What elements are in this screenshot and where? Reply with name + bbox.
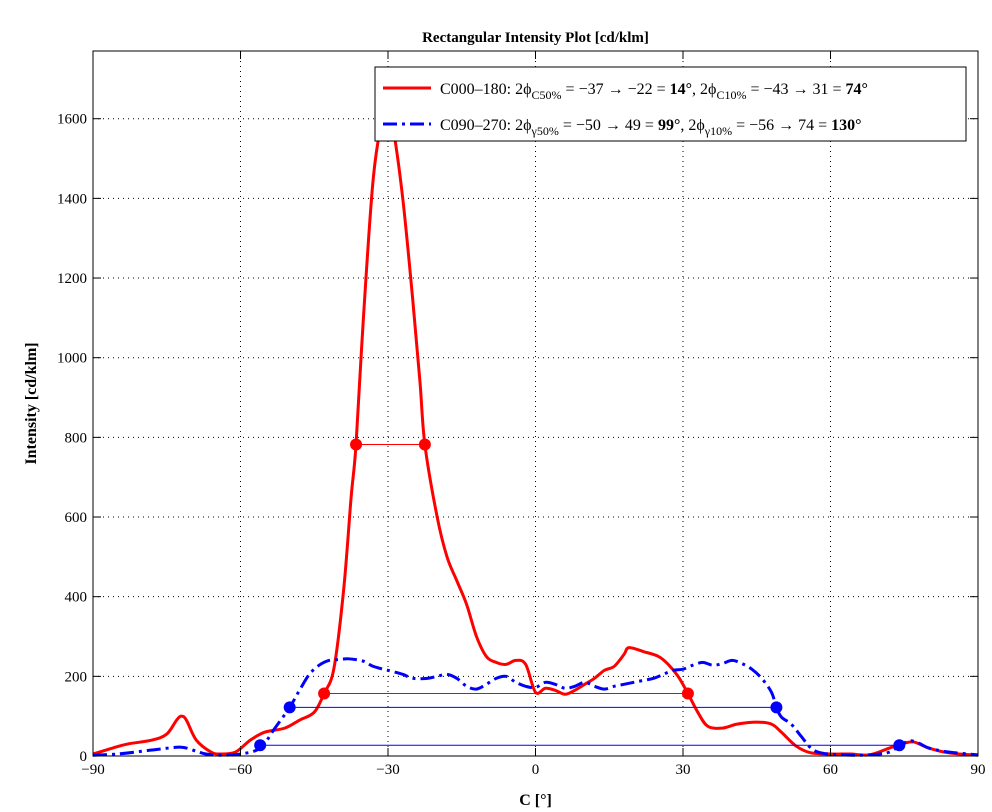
- y-tick-label: 1000: [57, 351, 87, 367]
- x-tick-label: −30: [376, 762, 399, 778]
- beam-angle-marker: [418, 438, 431, 451]
- y-tick-label: 400: [65, 590, 88, 606]
- x-tick-label: −60: [229, 762, 252, 778]
- x-tick-label: 0: [532, 762, 540, 778]
- series-2: [92, 657, 979, 757]
- beam-angle-marker: [283, 701, 296, 714]
- legend-entry: C090–270: 2ϕγ50% = −50 → 49 = 99°, 2ϕγ10…: [440, 117, 862, 138]
- legend: C000–180: 2ϕC50% = −37 → −22 = 14°, 2ϕC1…: [374, 66, 967, 142]
- beam-angle-marker: [770, 701, 783, 714]
- x-axis-label: C [°]: [519, 792, 552, 809]
- legend-box: [374, 66, 967, 142]
- beam-angle-marker: [681, 687, 694, 700]
- legend-entry: C000–180: 2ϕC50% = −37 → −22 = 14°, 2ϕC1…: [440, 81, 868, 102]
- y-tick-label: 0: [80, 749, 88, 765]
- beam-angle-marker: [350, 438, 363, 451]
- series-line: [92, 106, 979, 757]
- series-line: [92, 657, 979, 757]
- beam-angle-marker: [318, 687, 331, 700]
- y-tick-label: 1200: [57, 271, 87, 287]
- x-tick-label: 60: [823, 762, 838, 778]
- x-tick-label: −90: [81, 762, 104, 778]
- y-axis-label: Intensity [cd/klm]: [23, 342, 40, 464]
- chart-title: Rectangular Intensity Plot [cd/klm]: [422, 30, 649, 46]
- y-tick-label: 1600: [57, 112, 87, 128]
- beam-angle-marker: [893, 739, 906, 752]
- beam-angle-marker: [254, 739, 267, 752]
- series-1: [92, 106, 979, 757]
- y-tick-label: 600: [65, 510, 88, 526]
- axis-ticks: −90 −60 −30 0 30 60 90 0 200 400 600 800 1000 1200 140…: [57, 51, 986, 778]
- y-tick-label: 200: [65, 669, 88, 685]
- x-tick-label: 90: [971, 762, 986, 778]
- plot-series: [92, 106, 979, 757]
- y-tick-label: 1400: [57, 191, 87, 207]
- y-tick-label: 800: [65, 430, 88, 446]
- x-tick-label: 30: [676, 762, 691, 778]
